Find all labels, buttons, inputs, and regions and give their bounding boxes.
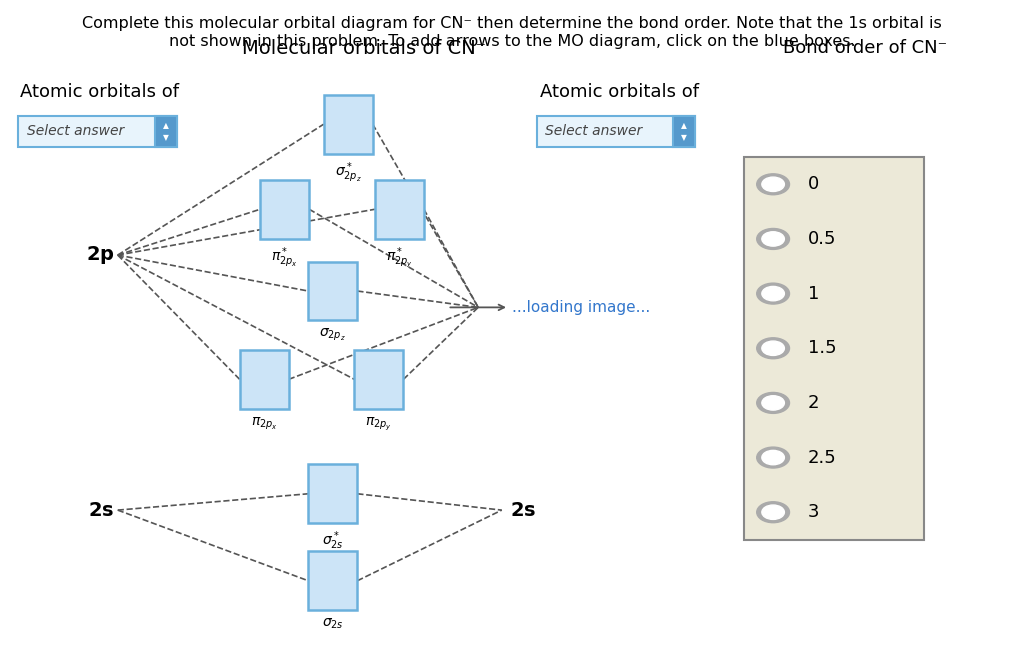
Circle shape: [762, 396, 784, 410]
Circle shape: [762, 451, 784, 465]
FancyBboxPatch shape: [18, 116, 177, 147]
FancyBboxPatch shape: [324, 95, 373, 154]
Text: $\mathbf{2p}$: $\mathbf{2p}$: [86, 244, 115, 266]
Text: $\sigma^*_{2p_z}$: $\sigma^*_{2p_z}$: [335, 160, 361, 184]
Circle shape: [762, 341, 784, 356]
FancyBboxPatch shape: [354, 350, 403, 409]
Text: 2: 2: [808, 394, 819, 412]
FancyBboxPatch shape: [744, 157, 924, 540]
Circle shape: [757, 392, 790, 413]
Text: Atomic orbitals of: Atomic orbitals of: [20, 83, 179, 101]
Text: 2.5: 2.5: [808, 449, 837, 466]
Circle shape: [757, 447, 790, 468]
Text: $\mathbf{2s}$: $\mathbf{2s}$: [88, 500, 115, 520]
Text: $\pi_{2p_x}$: $\pi_{2p_x}$: [251, 415, 278, 432]
Text: Bond order of CN⁻: Bond order of CN⁻: [783, 39, 947, 58]
FancyBboxPatch shape: [375, 180, 424, 239]
Text: 0.5: 0.5: [808, 230, 837, 248]
FancyBboxPatch shape: [240, 350, 289, 409]
Circle shape: [762, 286, 784, 301]
Text: 1.5: 1.5: [808, 339, 837, 357]
Text: Atomic orbitals of: Atomic orbitals of: [540, 83, 698, 101]
Text: Molecular orbitals of CN⁻: Molecular orbitals of CN⁻: [242, 39, 485, 58]
Text: $\pi_{2p_y}$: $\pi_{2p_y}$: [366, 415, 392, 432]
Text: Complete this molecular orbital diagram for CN⁻ then determine the bond order. N: Complete this molecular orbital diagram …: [82, 16, 942, 49]
Text: Select answer: Select answer: [545, 124, 642, 139]
Text: ▼: ▼: [163, 133, 169, 142]
FancyBboxPatch shape: [308, 551, 357, 610]
FancyBboxPatch shape: [673, 116, 695, 147]
Text: $\sigma_{2p_z}$: $\sigma_{2p_z}$: [319, 327, 346, 343]
FancyBboxPatch shape: [308, 262, 357, 320]
Circle shape: [762, 177, 784, 192]
Circle shape: [762, 505, 784, 519]
Text: $\pi^*_{2p_y}$: $\pi^*_{2p_y}$: [386, 245, 413, 270]
FancyBboxPatch shape: [537, 116, 695, 147]
Text: $\sigma_{2s}$: $\sigma_{2s}$: [322, 617, 344, 631]
Text: 0: 0: [808, 175, 819, 194]
Text: $\sigma^*_{2s}$: $\sigma^*_{2s}$: [322, 530, 344, 553]
Text: 1: 1: [808, 284, 819, 303]
Text: ▲: ▲: [681, 121, 687, 130]
Circle shape: [757, 228, 790, 249]
Circle shape: [762, 232, 784, 246]
FancyBboxPatch shape: [155, 116, 177, 147]
FancyBboxPatch shape: [260, 180, 309, 239]
Text: Select answer: Select answer: [27, 124, 124, 139]
Circle shape: [757, 502, 790, 523]
FancyBboxPatch shape: [308, 464, 357, 523]
Circle shape: [757, 283, 790, 304]
Text: ...loading image...: ...loading image...: [512, 300, 650, 315]
Text: ▼: ▼: [681, 133, 687, 142]
Text: ▲: ▲: [163, 121, 169, 130]
Text: $\pi^*_{2p_x}$: $\pi^*_{2p_x}$: [271, 245, 298, 269]
Text: $\mathbf{2s}$: $\mathbf{2s}$: [510, 500, 537, 520]
Circle shape: [757, 337, 790, 358]
Text: 3: 3: [808, 503, 819, 521]
Circle shape: [757, 174, 790, 195]
